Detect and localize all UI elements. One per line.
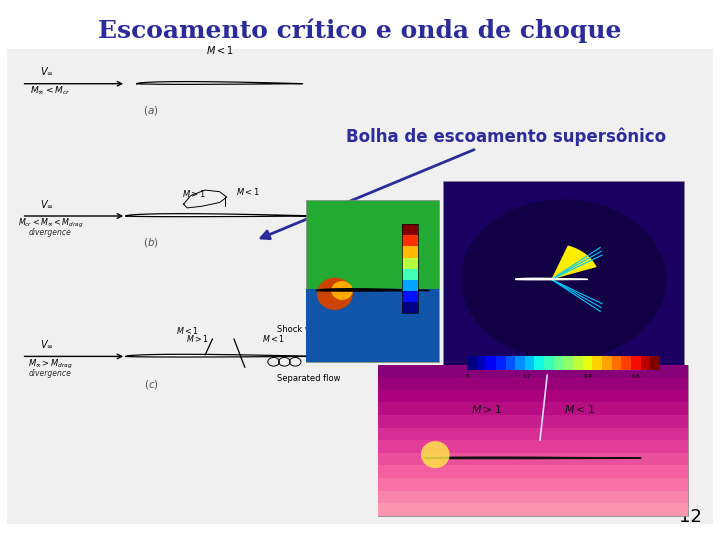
Bar — [525, 356, 534, 370]
Text: $M < 1$: $M < 1$ — [236, 186, 261, 198]
Bar — [378, 453, 688, 465]
Ellipse shape — [421, 441, 450, 468]
Text: $M<1$: $M<1$ — [564, 403, 595, 415]
Polygon shape — [137, 82, 302, 84]
Text: 0.4: 0.4 — [583, 374, 592, 379]
Text: 0.6: 0.6 — [631, 374, 640, 379]
Bar — [378, 364, 688, 377]
Bar — [477, 356, 486, 370]
Bar — [563, 356, 573, 370]
Polygon shape — [516, 278, 588, 280]
Text: $V_{\infty}$: $V_{\infty}$ — [40, 65, 53, 77]
Bar — [631, 356, 641, 370]
Text: Separated flow: Separated flow — [277, 374, 341, 383]
Text: $(c)$: $(c)$ — [144, 377, 158, 390]
Ellipse shape — [461, 199, 666, 360]
Bar — [378, 465, 688, 478]
Bar — [621, 356, 631, 370]
Text: 0.2: 0.2 — [523, 374, 531, 379]
Bar — [378, 402, 688, 415]
Text: $(a)$: $(a)$ — [143, 104, 159, 117]
Bar — [402, 302, 418, 313]
Text: $M_{\infty} > M_{drag}$: $M_{\infty} > M_{drag}$ — [28, 357, 73, 370]
Bar — [486, 356, 496, 370]
Bar — [378, 503, 688, 516]
Bar — [402, 224, 418, 235]
Bar — [602, 356, 612, 370]
Text: $M > 1$: $M > 1$ — [186, 333, 210, 345]
Bar — [496, 356, 505, 370]
Bar — [593, 356, 602, 370]
Text: 12: 12 — [679, 509, 702, 526]
Wedge shape — [552, 245, 597, 279]
Bar — [505, 356, 516, 370]
Bar — [443, 181, 684, 386]
Text: $M>1$: $M>1$ — [471, 403, 502, 415]
Bar — [641, 356, 650, 370]
Bar — [378, 478, 688, 490]
Bar — [534, 356, 544, 370]
Bar — [402, 291, 418, 302]
Bar — [402, 235, 418, 246]
Text: $V_{\infty}$: $V_{\infty}$ — [40, 198, 53, 210]
Polygon shape — [126, 354, 313, 357]
Ellipse shape — [317, 278, 353, 310]
Text: Bolha de escoamento supersônico: Bolha de escoamento supersônico — [261, 127, 666, 239]
Bar — [402, 224, 418, 313]
Bar — [554, 356, 563, 370]
Bar — [306, 289, 439, 362]
Text: divergence: divergence — [29, 228, 72, 238]
Bar — [650, 356, 660, 370]
Text: $M > 1$: $M > 1$ — [182, 188, 207, 199]
Bar — [544, 356, 554, 370]
Bar — [582, 356, 593, 370]
Bar — [516, 356, 525, 370]
Bar — [402, 258, 418, 268]
Bar — [378, 377, 688, 390]
Bar — [378, 390, 688, 402]
Text: $M < 1$: $M < 1$ — [262, 333, 285, 345]
Text: $M_{cr} < M_{\infty} < M_{drag}$: $M_{cr} < M_{\infty} < M_{drag}$ — [17, 217, 84, 230]
Bar — [402, 280, 418, 291]
Text: divergence: divergence — [29, 369, 72, 378]
Text: $(b)$: $(b)$ — [143, 236, 159, 249]
Text: 0: 0 — [465, 374, 469, 379]
Ellipse shape — [331, 281, 353, 300]
Text: $M < 1$: $M < 1$ — [206, 44, 233, 56]
Text: Shock wave: Shock wave — [277, 325, 328, 334]
Bar — [378, 364, 688, 516]
Polygon shape — [316, 289, 429, 291]
Text: $M < 1$: $M < 1$ — [176, 325, 199, 336]
Polygon shape — [126, 214, 313, 217]
Bar — [573, 356, 582, 370]
Bar — [7, 49, 713, 524]
Bar — [306, 200, 439, 362]
Bar — [402, 268, 418, 280]
Bar — [378, 440, 688, 453]
Text: Escoamento crítico e onda de choque: Escoamento crítico e onda de choque — [98, 19, 622, 43]
Bar — [467, 356, 477, 370]
Bar — [612, 356, 621, 370]
Text: $M_{\infty} < M_{cr}$: $M_{\infty} < M_{cr}$ — [30, 85, 71, 97]
Bar — [378, 415, 688, 428]
Bar — [378, 428, 688, 440]
Bar — [378, 490, 688, 503]
Text: $V_{\infty}$: $V_{\infty}$ — [40, 338, 53, 350]
Bar — [402, 246, 418, 258]
Polygon shape — [425, 457, 641, 458]
